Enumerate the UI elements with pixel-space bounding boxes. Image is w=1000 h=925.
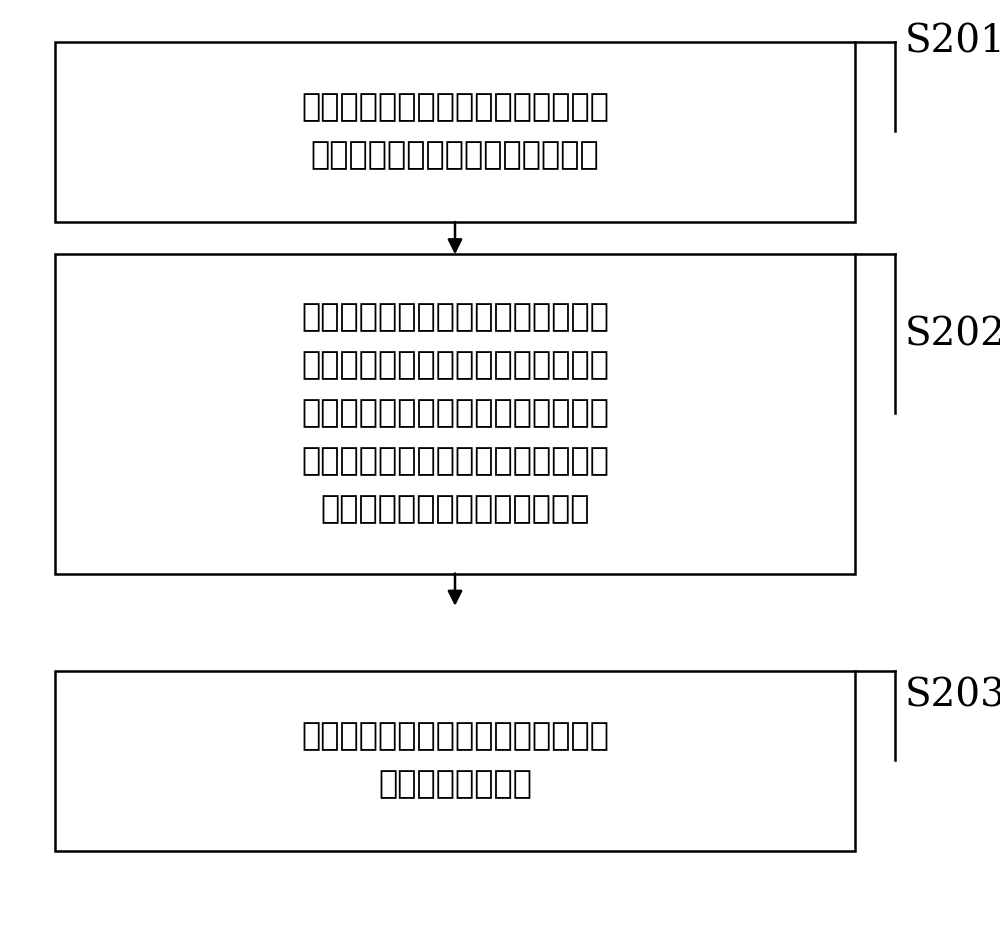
Text: 在频域上互不重叠的多个分频信号: 在频域上互不重叠的多个分频信号 xyxy=(311,141,599,171)
FancyBboxPatch shape xyxy=(55,254,855,574)
Text: 根据上述每一个分频信号的可信度因: 根据上述每一个分频信号的可信度因 xyxy=(301,722,609,752)
Text: S201: S201 xyxy=(905,23,1000,60)
Text: 根据上述多个分频信号中的每一个分: 根据上述多个分频信号中的每一个分 xyxy=(301,302,609,333)
Text: 与上述每一个分频信号相对应的分频: 与上述每一个分频信号相对应的分频 xyxy=(301,399,609,429)
Text: S203: S203 xyxy=(905,677,1000,714)
Text: 对上述频域信号执行分频处理，得到: 对上述频域信号执行分频处理，得到 xyxy=(301,92,609,123)
Text: 参考信号，执行可信度计算，得到上: 参考信号，执行可信度计算，得到上 xyxy=(301,447,609,477)
Text: 频信号以及上述多个分频参考信号中: 频信号以及上述多个分频参考信号中 xyxy=(301,351,609,381)
FancyBboxPatch shape xyxy=(55,671,855,851)
Text: 子获取上述可信度: 子获取上述可信度 xyxy=(378,770,532,800)
Text: 述每一个分频信号的可信度因子: 述每一个分频信号的可信度因子 xyxy=(320,495,590,525)
FancyBboxPatch shape xyxy=(55,42,855,222)
Text: S202: S202 xyxy=(905,316,1000,353)
